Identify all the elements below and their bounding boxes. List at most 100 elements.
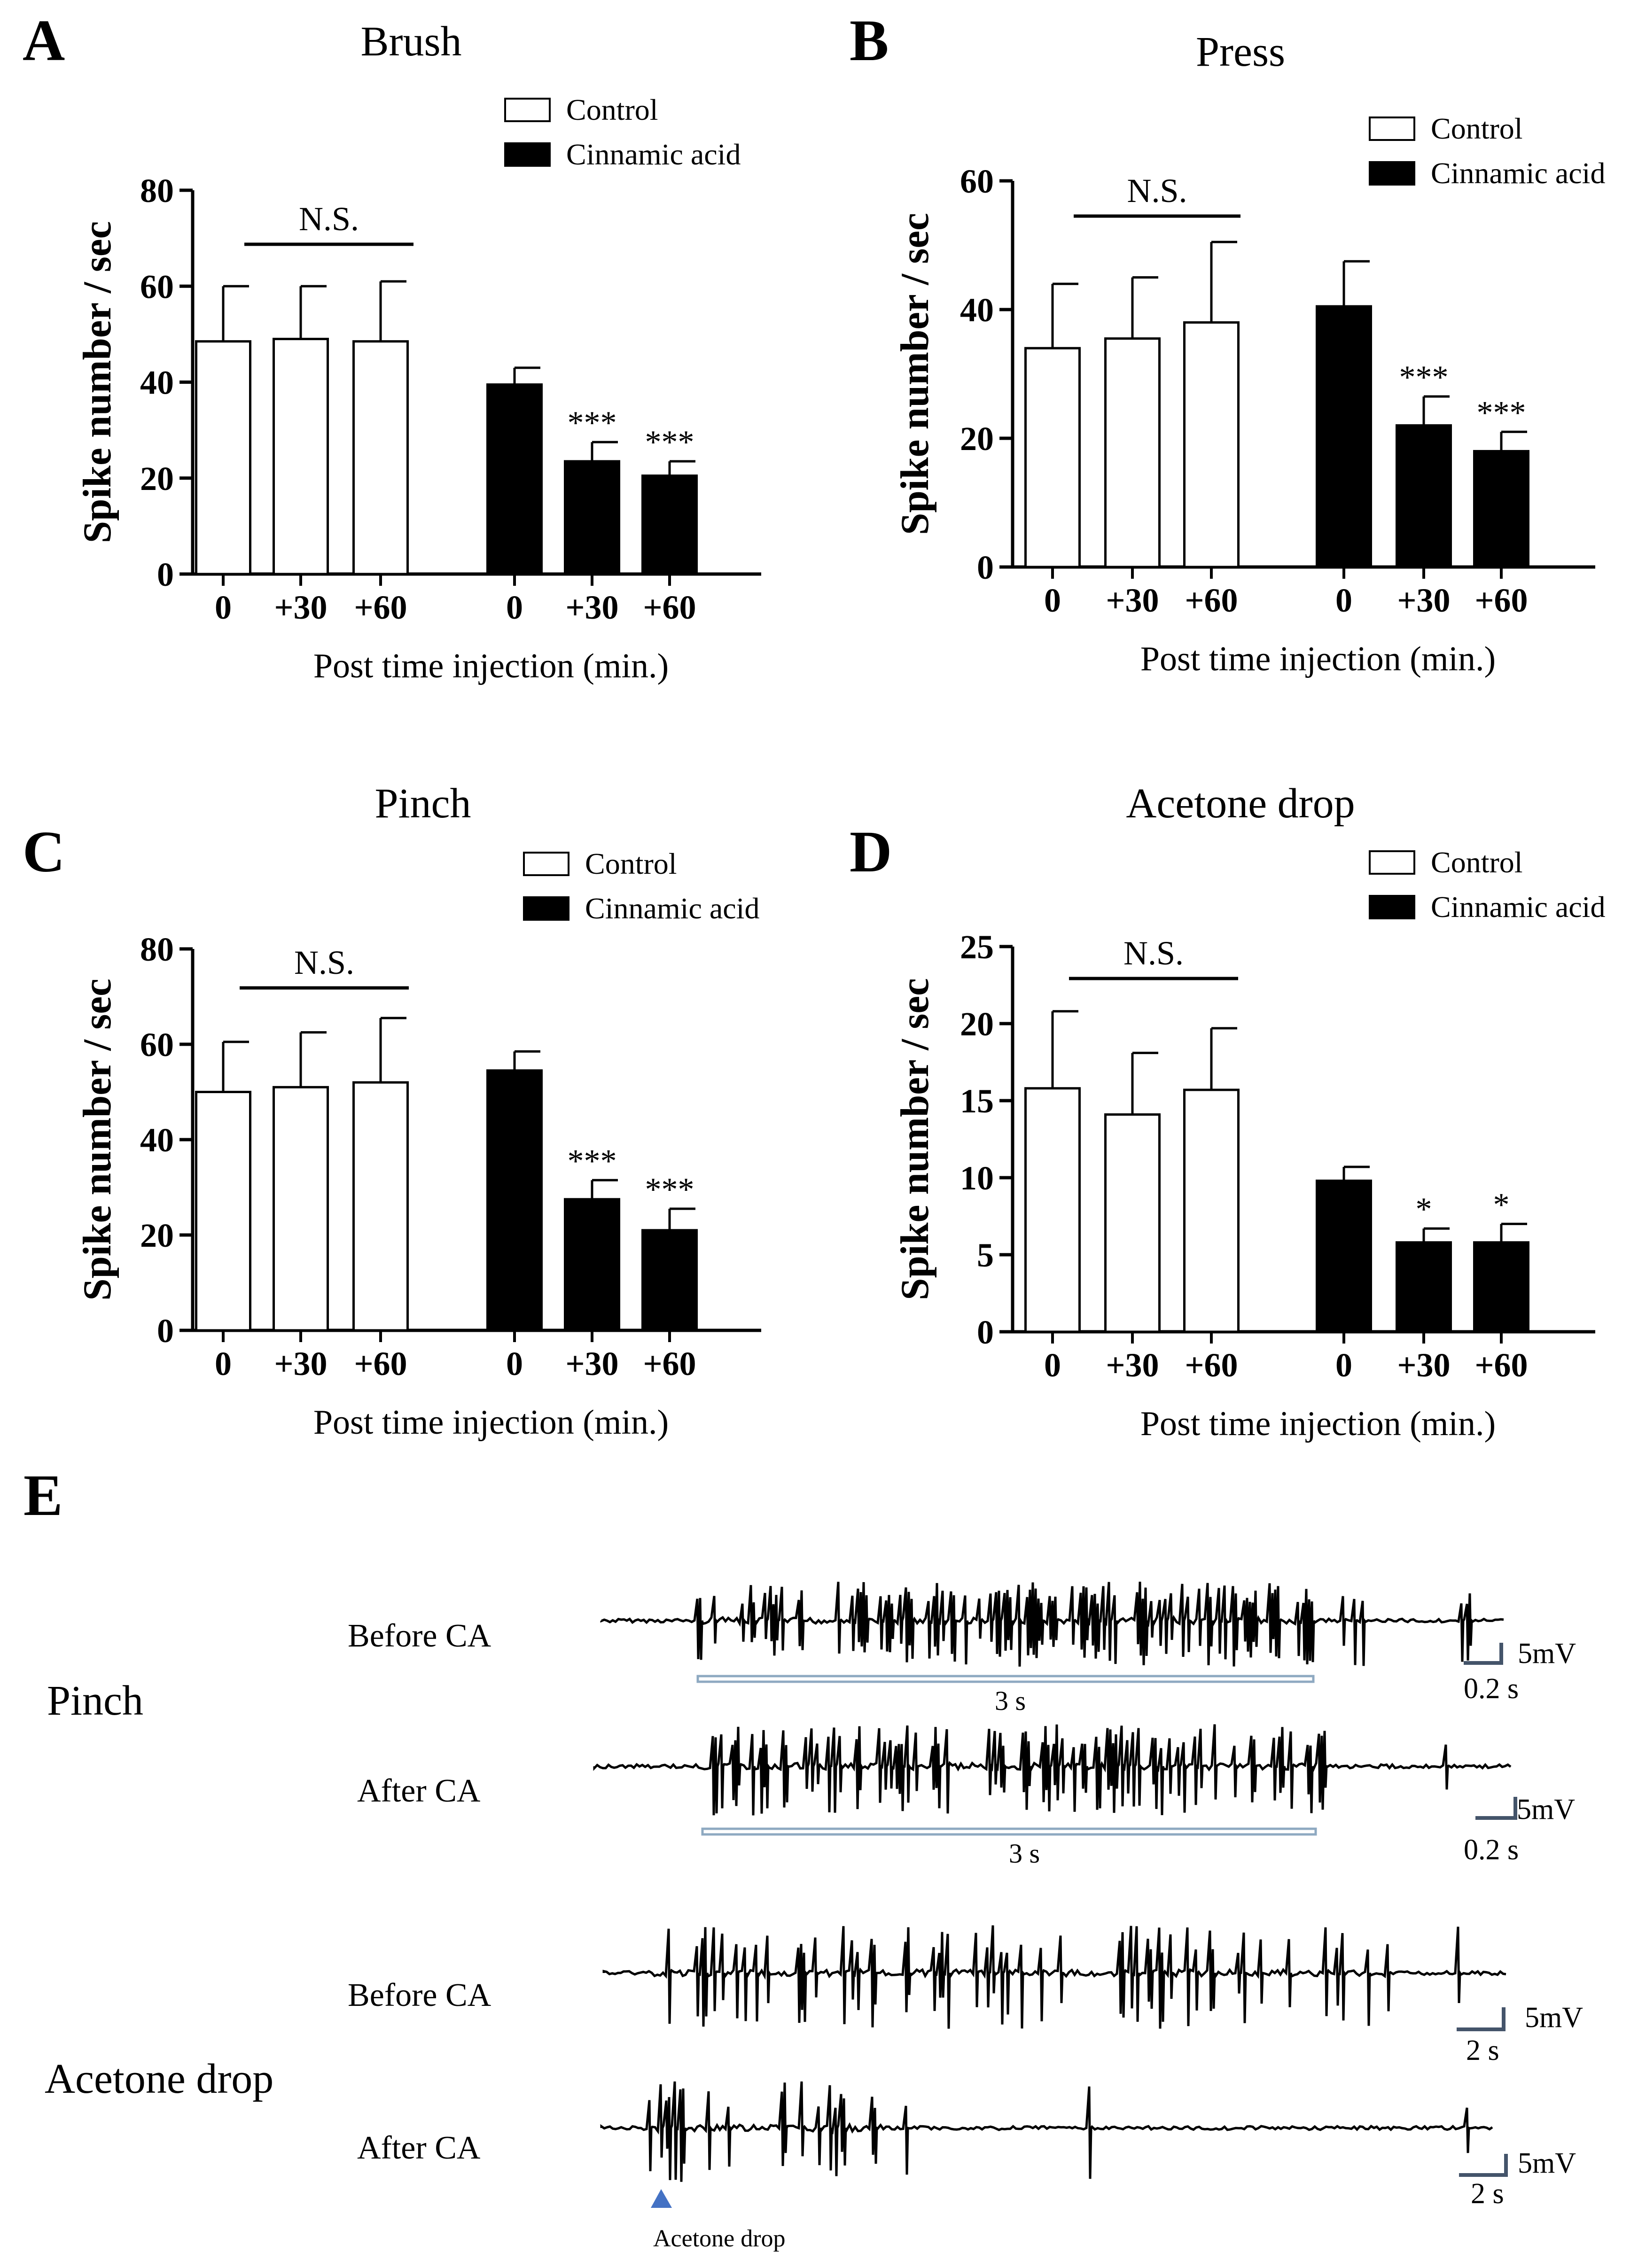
y-tick-label: 80 xyxy=(140,931,174,968)
x-tick-label: +30 xyxy=(1106,582,1159,619)
y-tick-label: 0 xyxy=(977,1313,994,1351)
bar-cinnamic-acid xyxy=(641,1229,698,1332)
chart-title: Press xyxy=(1196,29,1285,75)
legend-swatch-control xyxy=(504,98,551,122)
x-tick-label: +30 xyxy=(565,589,618,626)
x-axis-label: Post time injection (min.) xyxy=(313,1403,669,1442)
y-tick-label: 40 xyxy=(140,364,174,402)
bar-cinnamic-acid xyxy=(564,460,620,575)
stimulus-label-pinch-after: 3 s xyxy=(1009,1838,1040,1869)
bar-cinnamic-acid xyxy=(1316,1180,1372,1333)
x-tick-label: 0 xyxy=(1044,582,1061,619)
y-axis-label: Spike number / sec xyxy=(893,978,937,1300)
chart-panel-b: B Press 0 20 40 60 Spike number / sec Post time… xyxy=(850,8,1605,678)
bar-control xyxy=(1183,321,1240,568)
x-tick-label: 0 xyxy=(1335,582,1352,619)
bar-cinnamic-acid xyxy=(486,383,543,575)
scale-v-acetone-before: 5mV xyxy=(1525,2002,1583,2034)
y-tick-label: 5 xyxy=(977,1236,994,1274)
scale-t-acetone-before: 2 s xyxy=(1466,2035,1499,2066)
significance-label: *** xyxy=(568,1143,617,1179)
x-tick-label: +30 xyxy=(1106,1346,1159,1384)
ns-label: N.S. xyxy=(294,944,354,981)
y-tick-label: 60 xyxy=(960,163,994,200)
y-axis-label: Spike number / sec xyxy=(75,979,119,1301)
trace-pinch-before xyxy=(600,1581,1504,1667)
y-tick-label: 0 xyxy=(977,549,994,586)
bar-cinnamic-acid xyxy=(1473,450,1529,568)
bar-cinnamic-acid xyxy=(641,474,698,575)
x-tick-label: 0 xyxy=(215,1345,232,1383)
x-tick-label: +60 xyxy=(643,1345,696,1383)
x-axis-label: Post time injection (min.) xyxy=(1140,640,1496,678)
stimulus-bar-pinch-before xyxy=(696,1675,1315,1683)
y-tick-label: 25 xyxy=(960,928,994,966)
x-tick-label: +60 xyxy=(354,589,407,626)
y-tick-label: 0 xyxy=(157,1312,174,1350)
bar-control xyxy=(352,340,409,575)
trace-acetone-after xyxy=(600,2081,1493,2182)
y-tick-label: 80 xyxy=(140,172,174,210)
acetone-drop-marker-icon xyxy=(651,2189,672,2208)
scale-v-acetone-after: 5mV xyxy=(1518,2147,1576,2179)
scale-t-pinch-after: 0.2 s xyxy=(1464,1834,1519,1866)
x-tick-label: +60 xyxy=(643,589,696,626)
x-tick-label: +30 xyxy=(565,1345,618,1383)
x-tick-label: +60 xyxy=(1474,1346,1528,1384)
bar-control xyxy=(195,1091,251,1332)
chart-panel-d: D Acetone drop 0 5 10 15 20 25 Spike number / se… xyxy=(850,780,1605,1443)
bar-cinnamic-acid xyxy=(1396,424,1452,568)
bar-cinnamic-acid xyxy=(1316,305,1372,568)
scale-t-acetone-after: 2 s xyxy=(1471,2178,1504,2210)
y-tick-label: 15 xyxy=(960,1082,994,1120)
bar-cinnamic-acid xyxy=(1473,1241,1529,1333)
significance-label: *** xyxy=(645,1172,694,1208)
bar-control xyxy=(195,340,251,575)
trace-label-acetone-before: Before CA xyxy=(348,1977,491,2013)
legend-label: Cinnamic acid xyxy=(566,138,741,171)
y-tick-label: 60 xyxy=(140,1026,174,1064)
bar-control xyxy=(352,1081,409,1332)
trace-label-acetone-after: After CA xyxy=(357,2130,481,2166)
bar-control xyxy=(1183,1088,1240,1333)
bar-cinnamic-acid xyxy=(564,1198,620,1332)
ns-label: N.S. xyxy=(1127,172,1187,210)
legend-swatch-control xyxy=(1369,117,1415,141)
significance-label: *** xyxy=(645,424,694,460)
x-tick-label: +30 xyxy=(274,589,327,626)
scale-bar-pinch-before xyxy=(1464,1643,1503,1665)
scale-t-pinch-before: 0.2 s xyxy=(1464,1673,1519,1705)
chart-panel-c: C Pinch 0 20 40 60 80 Spike number / sec Post ti… xyxy=(23,780,761,1442)
stimulus-bar-pinch-after xyxy=(701,1827,1317,1836)
legend-label: Cinnamic acid xyxy=(1431,156,1605,190)
legend-label: Control xyxy=(585,847,677,880)
group-label-pinch: Pinch xyxy=(47,1678,143,1724)
bar-cinnamic-acid xyxy=(486,1069,543,1332)
legend-swatch-cinnamic-acid xyxy=(1369,161,1415,186)
legend-label: Cinnamic acid xyxy=(585,892,759,925)
trace-acetone-before xyxy=(602,1925,1506,2029)
x-tick-label: +30 xyxy=(274,1345,327,1383)
chart-title: Pinch xyxy=(374,780,471,827)
ns-label: N.S. xyxy=(1123,934,1184,972)
acetone-drop-marker-label: Acetone drop xyxy=(653,2225,786,2252)
panel-letter: D xyxy=(850,820,892,885)
scale-bar-acetone-after xyxy=(1459,2154,1508,2177)
bar-control xyxy=(273,1086,329,1332)
y-tick-label: 10 xyxy=(960,1159,994,1197)
bar-control xyxy=(1104,1113,1161,1333)
panel-letter: C xyxy=(23,820,65,885)
legend-label: Cinnamic acid xyxy=(1431,890,1605,924)
ns-label: N.S. xyxy=(299,200,359,238)
significance-label: * xyxy=(1493,1187,1510,1223)
legend-swatch-control xyxy=(1369,850,1415,875)
scale-bar-acetone-before xyxy=(1457,2007,1506,2031)
y-tick-label: 20 xyxy=(960,420,994,458)
panel-e-label: E xyxy=(23,1463,62,1528)
scale-v-pinch-after: 5mV xyxy=(1517,1794,1575,1825)
y-axis-label: Spike number / sec xyxy=(75,221,119,544)
chart-panel-a: A Brush 0 20 40 60 80 Spike number / sec Post ti… xyxy=(23,8,761,685)
scale-bar-pinch-after xyxy=(1475,1797,1517,1820)
x-axis-label: Post time injection (min.) xyxy=(1140,1405,1496,1443)
